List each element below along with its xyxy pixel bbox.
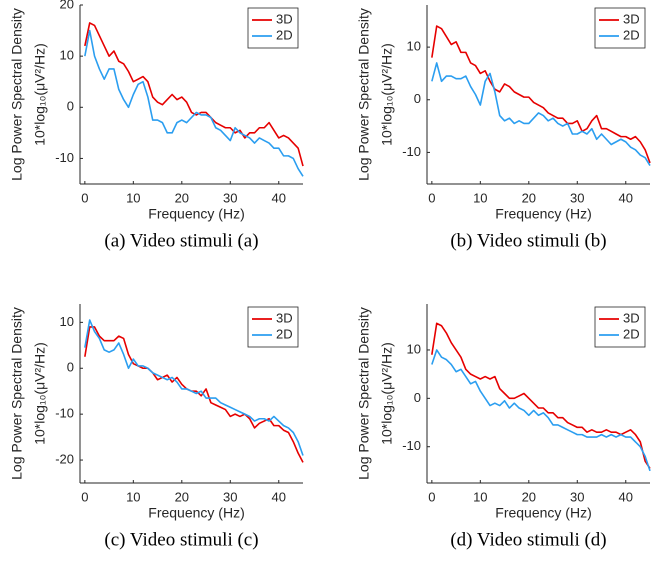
y-tick-label: 10 [407,341,421,356]
caption: (a) Video stimuli (a) [104,230,258,251]
legend-box [247,7,299,49]
y-axis-label: Log Power Spectral Density [9,307,25,480]
x-tick-label: 10 [473,190,487,205]
x-tick-label: 40 [619,489,633,504]
caption: (b) Video stimuli (b) [450,230,606,251]
legend-box [594,306,646,348]
series-line [431,62,651,166]
y-tick-label: -10 [402,438,421,453]
x-tick-label: 30 [223,489,237,504]
legend-label: 2D [276,27,293,42]
x-tick-label: 30 [570,190,584,205]
legend-box [247,306,299,348]
series-line [84,22,304,167]
x-tick-label: 10 [126,489,140,504]
y-tick-label: -10 [402,144,421,159]
series-line [431,322,651,469]
y-axis-label: 10*log₁₀(μV²/Hz) [32,43,48,146]
y-tick-label: 10 [60,314,74,329]
x-tick-label: 10 [126,190,140,205]
legend-label: 3D [276,11,293,26]
caption: (c) Video stimuli (c) [104,529,258,550]
y-axis-label: 10*log₁₀(μV²/Hz) [32,342,48,445]
series-line [84,319,304,456]
y-axis-label: 10*log₁₀(μV²/Hz) [379,43,395,146]
y-tick-label: 0 [414,91,421,106]
legend-label: 3D [623,11,640,26]
legend-label: 2D [276,326,293,341]
y-tick-label: 0 [414,390,421,405]
series-line [84,29,304,177]
y-tick-label: 0 [67,99,74,114]
y-axis-label: Log Power Spectral Density [9,8,25,181]
x-axis-label: Frequency (Hz) [148,505,244,521]
y-tick-label: -10 [55,150,74,165]
x-tick-label: 20 [175,190,189,205]
legend-label: 2D [623,326,640,341]
x-tick-label: 20 [175,489,189,504]
x-axis-label: Frequency (Hz) [495,505,591,521]
legend-label: 2D [623,27,640,42]
legend-label: 3D [276,310,293,325]
x-tick-label: 10 [473,489,487,504]
panel: -10 0 10 20 0 10 20 30 40 Frequency (Hz) Log Power… [9,0,304,251]
x-tick-label: 20 [522,190,536,205]
caption: (d) Video stimuli (d) [450,529,606,550]
x-tick-label: 30 [570,489,584,504]
x-tick-label: 20 [522,489,536,504]
y-tick-label: -10 [55,406,74,421]
x-axis-label: Frequency (Hz) [148,206,244,222]
x-tick-label: 0 [428,190,435,205]
y-tick-label: 10 [60,48,74,63]
series-line [431,349,651,472]
legend-box [594,7,646,49]
y-tick-label: 0 [67,360,74,375]
x-tick-label: 40 [272,190,286,205]
panel: -10 0 10 0 10 20 30 40 Frequency (Hz) Log Power S… [356,304,651,550]
panel: -20 -10 0 10 0 10 20 30 40 Frequency (Hz) Log Powe… [9,304,304,550]
y-axis-label: Log Power Spectral Density [356,8,372,181]
y-tick-label: -20 [55,451,74,466]
x-tick-label: 30 [223,190,237,205]
x-tick-label: 0 [428,489,435,504]
series-line [431,25,651,164]
y-axis-label: Log Power Spectral Density [356,307,372,480]
x-tick-label: 0 [81,489,88,504]
legend-label: 3D [623,310,640,325]
x-axis-label: Frequency (Hz) [495,206,591,222]
y-tick-label: 10 [407,39,421,54]
y-tick-label: 20 [60,0,74,11]
x-tick-label: 40 [619,190,633,205]
x-tick-label: 40 [272,489,286,504]
x-tick-label: 0 [81,190,88,205]
y-axis-label: 10*log₁₀(μV²/Hz) [379,342,395,445]
panel: -10 0 10 0 10 20 30 40 Frequency (Hz) Log Power S… [356,5,651,251]
